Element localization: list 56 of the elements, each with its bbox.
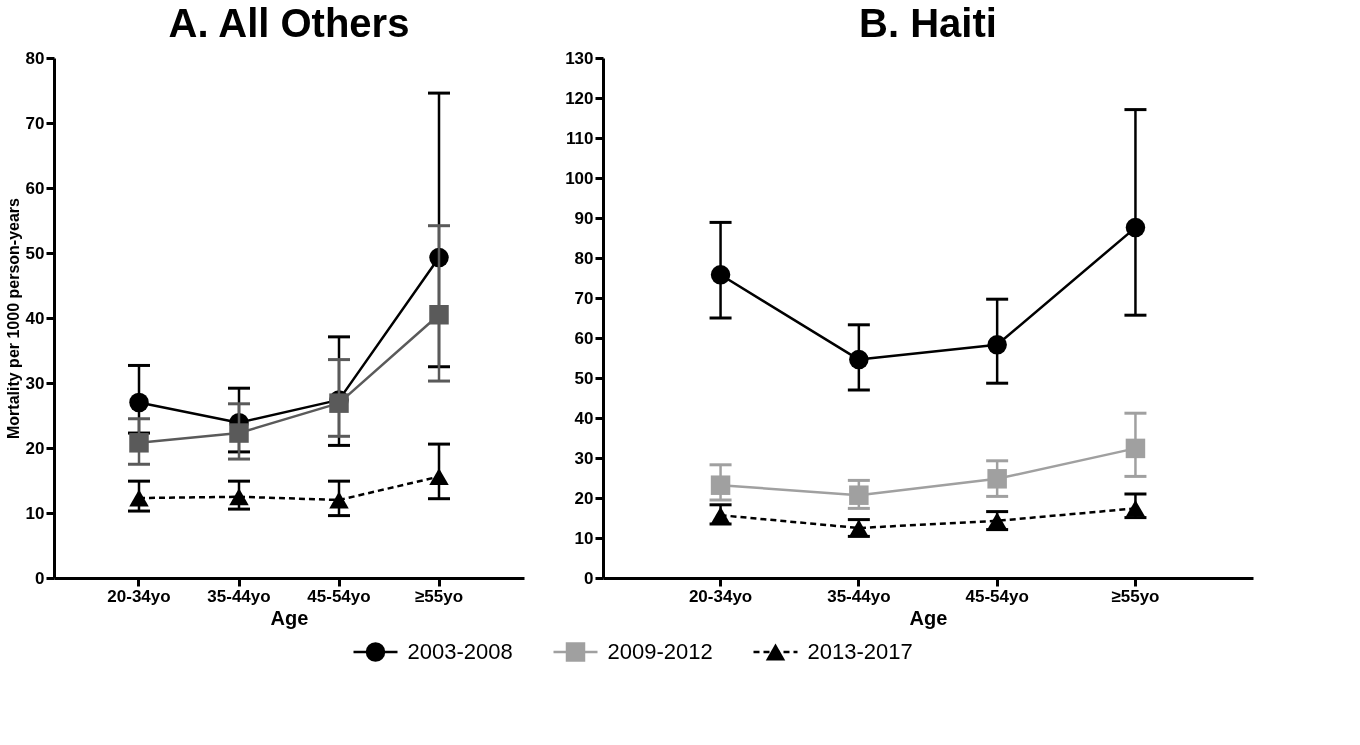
- x-tick-label: 45-54yo: [965, 586, 1029, 606]
- y-tick-label: 30: [25, 373, 45, 393]
- x-tick-label: 20-34yo: [107, 586, 171, 606]
- y-tick-label: 110: [566, 128, 594, 148]
- point: [329, 491, 349, 509]
- point: [710, 475, 731, 495]
- point: [229, 423, 249, 443]
- y-tick-label: 80: [574, 248, 594, 268]
- chart-title: B. Haiti: [859, 1, 997, 45]
- point: [429, 305, 449, 325]
- point: [849, 349, 869, 370]
- y-tick-label: 80: [25, 48, 45, 68]
- x-tick-label: ≥55yo: [414, 586, 464, 606]
- y-tick-label: 100: [565, 168, 594, 188]
- point: [129, 433, 149, 453]
- y-tick-label: 50: [25, 243, 45, 263]
- point: [710, 265, 731, 285]
- point: [129, 489, 149, 507]
- y-tick-label: 20: [25, 438, 45, 458]
- y-tick-label: 0: [584, 568, 594, 588]
- y-tick-label: 0: [35, 568, 45, 588]
- point: [429, 468, 449, 486]
- y-tick-label: 40: [574, 408, 594, 428]
- y-tick-label: 10: [574, 528, 594, 548]
- point: [1125, 438, 1146, 459]
- y-axis-title: Mortality per 1000 person-years: [4, 197, 22, 439]
- point: [229, 488, 249, 506]
- y-tick-label: 40: [25, 308, 45, 328]
- y-tick-label: 50: [574, 368, 594, 388]
- x-tick-label: 20-34yo: [688, 586, 753, 606]
- x-tick-label: 35-44yo: [827, 586, 891, 606]
- y-tick-label: 120: [565, 88, 594, 108]
- y-tick-label: 90: [574, 208, 594, 228]
- y-tick-label: 60: [25, 178, 45, 198]
- y-tick-label: 60: [574, 328, 594, 348]
- x-tick-label: ≥55yo: [1111, 586, 1160, 606]
- legend-label: 2009-2012: [607, 639, 713, 664]
- y-tick-label: 20: [574, 488, 594, 508]
- point: [129, 392, 149, 413]
- x-axis-title: Age: [909, 606, 948, 629]
- point: [1125, 217, 1146, 238]
- y-tick-label: 30: [574, 448, 594, 468]
- x-tick-label: 35-44yo: [207, 586, 271, 606]
- y-tick-label: 10: [25, 503, 45, 523]
- point: [987, 335, 1007, 355]
- y-tick-label: 70: [574, 288, 594, 308]
- legend-label: 2013-2017: [807, 639, 913, 664]
- point: [849, 485, 869, 505]
- x-tick-label: 45-54yo: [307, 586, 371, 606]
- x-axis-title: Age: [270, 606, 309, 629]
- chart-title: A. All Others: [168, 1, 410, 45]
- point: [1125, 499, 1146, 517]
- point: [987, 469, 1007, 489]
- legend-label: 2003-2008: [407, 639, 513, 664]
- y-tick-label: 130: [565, 48, 594, 68]
- y-tick-label: 70: [25, 113, 45, 133]
